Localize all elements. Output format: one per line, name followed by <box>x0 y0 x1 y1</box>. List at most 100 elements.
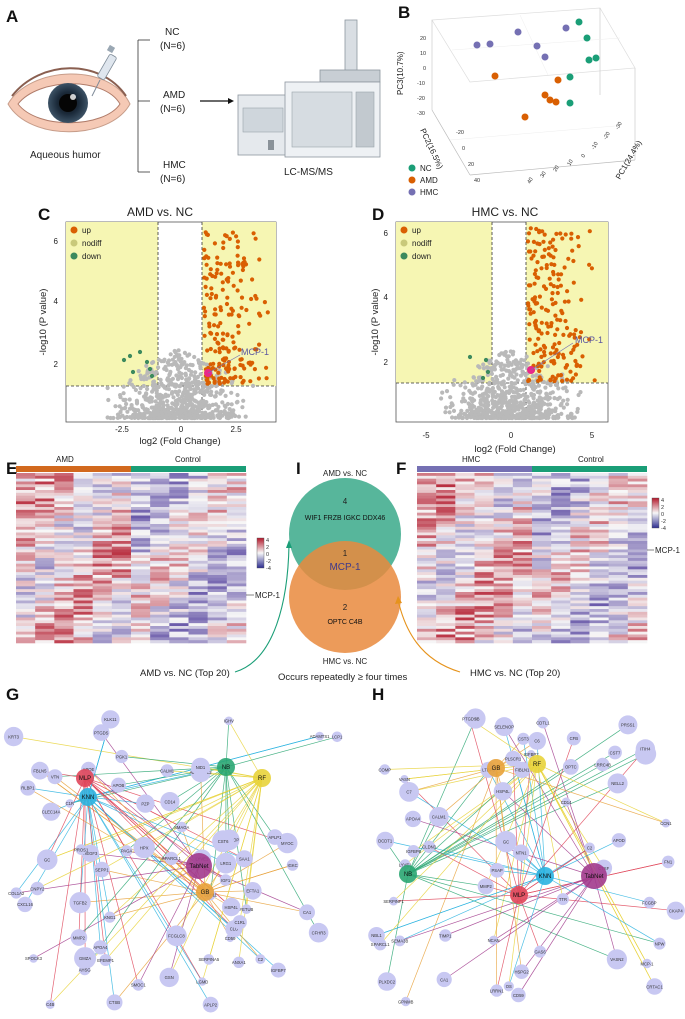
heatmap-cell <box>417 615 436 618</box>
up-point <box>247 322 251 326</box>
heatmap-cell <box>475 504 494 507</box>
up-point <box>553 314 557 318</box>
nodiff-point <box>531 403 535 407</box>
aqueous-humor-label: Aqueous humor <box>30 150 101 161</box>
heatmap-cell <box>150 635 169 638</box>
heatmap-cell <box>208 564 227 567</box>
venn-bottom-genes: OPTC C4B <box>327 619 362 626</box>
volcano-d-title: HMC vs. NC <box>472 205 539 219</box>
gene-label: C1R <box>66 801 74 806</box>
heatmap-cell <box>208 550 227 553</box>
nodiff-point <box>127 381 131 385</box>
down-point <box>131 370 135 374</box>
up-point <box>533 249 537 253</box>
up-point <box>205 277 209 281</box>
heatmap-cell <box>628 547 647 550</box>
heatmap-cell <box>570 552 589 555</box>
heatmap-cell <box>208 635 227 638</box>
heatmap-cell <box>208 521 227 524</box>
up-point <box>565 326 569 330</box>
nodiff-point <box>188 387 192 391</box>
heatmap-cell <box>74 487 93 490</box>
heatmap-cell <box>16 626 35 629</box>
heatmap-cell <box>35 547 54 550</box>
gene-label: FN1 <box>664 860 673 865</box>
heatmap-cell <box>436 487 455 490</box>
heatmap-cell <box>189 484 208 487</box>
nodiff-point <box>154 405 158 409</box>
heatmap-cell <box>494 578 513 581</box>
pca-point-amd <box>553 99 560 106</box>
heatmap-cell <box>570 510 589 513</box>
heatmap-cell <box>227 513 246 516</box>
panel-c-letter: C <box>38 205 50 224</box>
up-point <box>527 322 531 326</box>
heatmap-cell <box>532 601 551 604</box>
heatmap-cell <box>74 544 93 547</box>
up-point <box>543 233 547 237</box>
heatmap-cell <box>513 626 532 629</box>
nodiff-point <box>502 353 506 357</box>
up-point <box>533 272 537 276</box>
heatmap-cell <box>131 496 150 499</box>
heatmap-cell <box>74 592 93 595</box>
heatmap-cell <box>494 516 513 519</box>
heatmap-cell <box>112 516 131 519</box>
heatmap-cell <box>93 620 112 623</box>
gene-label: CST6 <box>218 839 229 844</box>
gene-label: COMP <box>379 767 392 772</box>
up-point <box>542 284 546 288</box>
heatmap-cell <box>131 530 150 533</box>
heatmap-cell <box>417 530 436 533</box>
heatmap-cell <box>74 524 93 527</box>
heatmap-cell <box>590 510 609 513</box>
heatmap-cell <box>208 598 227 601</box>
heatmap-cell <box>93 493 112 496</box>
heatmap-cell <box>455 493 474 496</box>
heatmap-cell <box>169 640 188 643</box>
up-point <box>565 289 569 293</box>
nodiff-point <box>519 358 523 362</box>
heatmap-cell <box>436 533 455 536</box>
up-point <box>213 349 217 353</box>
heatmap-cell <box>570 550 589 553</box>
nodiff-point <box>165 416 169 420</box>
heatmap-cell <box>609 484 628 487</box>
heatmap-cell <box>16 507 35 510</box>
heatmap-cell <box>74 507 93 510</box>
heatmap-cell <box>551 527 570 530</box>
heatmap-cell <box>609 518 628 521</box>
heatmap-cell <box>417 493 436 496</box>
up-point <box>566 257 570 261</box>
heatmap-cell <box>475 632 494 635</box>
nodiff-point <box>231 412 235 416</box>
heatmap-cell <box>494 496 513 499</box>
up-point <box>257 312 261 316</box>
heatmap-cell <box>494 482 513 485</box>
network-edge <box>400 876 545 941</box>
heatmap-cell <box>609 609 628 612</box>
pc3-tick: -30 <box>417 111 425 117</box>
heatmap-cell <box>494 493 513 496</box>
nodiff-point <box>199 389 203 393</box>
nodiff-point <box>163 365 167 369</box>
nodiff-point <box>459 409 463 413</box>
heatmap-cell <box>436 535 455 538</box>
heatmap-cell <box>35 521 54 524</box>
nodiff-point <box>187 412 191 416</box>
network-edge <box>496 768 497 991</box>
heatmap-cell <box>93 632 112 635</box>
up-point <box>205 263 209 267</box>
heatmap-cell <box>35 538 54 541</box>
heatmap-cell <box>455 578 474 581</box>
heatmap-cell <box>93 603 112 606</box>
heatmap-cell <box>227 623 246 626</box>
up-point <box>550 297 554 301</box>
heatmap-cell <box>150 538 169 541</box>
heatmap-cell <box>494 504 513 507</box>
heatmap-cell <box>628 496 647 499</box>
heatmap-e-scale <box>257 538 264 568</box>
up-point <box>550 291 554 295</box>
heatmap-cell <box>35 476 54 479</box>
scale-tick: 2 <box>266 545 269 551</box>
